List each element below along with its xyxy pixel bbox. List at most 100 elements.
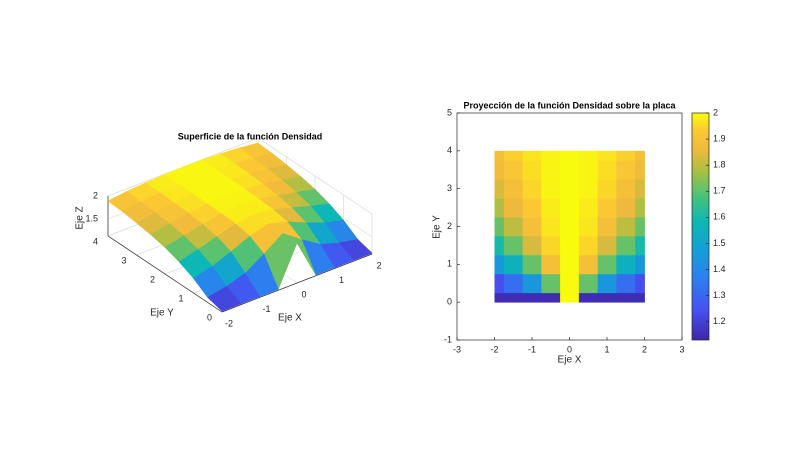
heat-cell <box>522 160 542 180</box>
heat-cell <box>522 254 542 275</box>
heat-cell <box>597 273 617 294</box>
x-tick-label: 3 <box>679 344 684 354</box>
heat-cell <box>616 235 636 256</box>
heat-cell <box>494 179 505 199</box>
x-tick-label: 2 <box>376 260 381 270</box>
heat-cell <box>560 254 580 275</box>
heat-cell <box>494 198 505 218</box>
heat-cell <box>503 254 524 275</box>
heat-cell <box>597 179 617 199</box>
colorbar-tick-label: 2 <box>713 107 718 117</box>
x-tick-label: 2 <box>642 344 647 354</box>
y-tick-label: 4 <box>93 236 98 246</box>
x-tick-label: -2 <box>490 344 498 354</box>
heat-cell <box>616 254 636 275</box>
heat-cell <box>560 150 580 161</box>
heat-cell <box>503 292 524 303</box>
colorbar-tick-label: 1.3 <box>713 290 726 300</box>
heat-cell <box>578 217 599 237</box>
heat-cell <box>635 235 645 256</box>
heat-cell <box>503 235 524 256</box>
colorbar-tick-label: 1.4 <box>713 264 726 274</box>
heat-cell <box>597 160 617 180</box>
chart-title: Superficie de la función Densidad <box>178 131 323 141</box>
heat-cell <box>635 292 645 303</box>
colorbar-tick-label: 1.7 <box>713 186 726 196</box>
heat-cell <box>635 150 645 161</box>
colorbar <box>691 112 710 341</box>
y-tick-label: -1 <box>444 334 452 344</box>
heat-cell <box>597 235 617 256</box>
x-tick-label: 0 <box>301 289 306 299</box>
heat-cell <box>616 150 636 161</box>
heat-cell <box>616 160 636 180</box>
surface-patch <box>207 286 242 312</box>
y-tick-label: 5 <box>447 107 452 117</box>
heat-cell <box>522 150 542 161</box>
colorbar-tick-label: 1.9 <box>713 133 726 143</box>
y-tick-label: 1 <box>447 259 452 269</box>
heat-cell <box>597 198 617 218</box>
heat-cell <box>541 198 561 218</box>
heat-cell <box>616 273 636 294</box>
heat-cell <box>578 254 599 275</box>
grid-line <box>257 137 373 215</box>
heat-cell <box>616 217 636 237</box>
heat-cell <box>597 150 617 161</box>
heat-cell <box>503 160 524 180</box>
heat-cell <box>560 198 580 218</box>
x-tick-label: -1 <box>528 344 536 354</box>
heat-cell <box>635 179 645 199</box>
heat-cell <box>578 179 599 199</box>
heat-cell <box>635 217 645 237</box>
heat-cell <box>635 273 645 294</box>
y-tick-label: 2 <box>150 274 155 284</box>
x-tick-label: 1 <box>339 275 344 285</box>
heat-cell <box>616 179 636 199</box>
y-axis <box>107 235 223 313</box>
z-axis-label: Eje Z <box>75 206 86 229</box>
x-axis-label: Eje X <box>278 313 302 324</box>
heat-cell <box>541 160 561 180</box>
heat-cell <box>578 198 599 218</box>
heat-cell <box>522 179 542 199</box>
heat-cell <box>503 273 524 294</box>
x-tick-label: -1 <box>262 304 270 314</box>
x-axis <box>221 253 373 313</box>
heat-cell <box>494 292 505 303</box>
surface-plot: -2 -1 0 1 2 0 1 2 3 4 1.5 2 Superficie de la función… <box>75 131 382 328</box>
heat-cell <box>578 292 599 303</box>
heat-cell <box>541 217 561 237</box>
y-axis-label: Eje Y <box>432 215 443 239</box>
heat-cell <box>616 198 636 218</box>
heat-cell <box>597 292 617 303</box>
heat-cell <box>541 235 561 256</box>
heat-cell <box>541 292 561 303</box>
heat-cell <box>560 217 580 237</box>
heat-cell <box>503 217 524 237</box>
heat-cell <box>494 160 505 180</box>
heat-cell <box>541 179 561 199</box>
heat-cell <box>503 179 524 199</box>
x-tick-label: 0 <box>567 344 572 354</box>
heat-cell <box>494 150 505 161</box>
heat-cell <box>522 198 542 218</box>
heat-cell <box>578 273 599 294</box>
heat-cell <box>616 292 636 303</box>
heat-cell <box>522 273 542 294</box>
y-tick-label: 3 <box>447 183 452 193</box>
heat-cell <box>503 150 524 161</box>
y-tick-label: 0 <box>447 297 452 307</box>
heat-cell <box>635 160 645 180</box>
colorbar-tick-label: 1.5 <box>713 238 726 248</box>
y-tick-label: 4 <box>447 145 452 155</box>
heat-cell <box>541 254 561 275</box>
heat-cell <box>597 254 617 275</box>
z-tick-label: 1.5 <box>85 213 98 223</box>
projection-plot: -3 -2 -1 0 1 2 3 -1 0 1 2 3 4 5 Proyección de la funci… <box>432 100 726 365</box>
heat-cell <box>494 217 505 237</box>
colorbar-tick-label: 1.6 <box>713 212 726 222</box>
z-tick-label: 2 <box>93 190 98 200</box>
